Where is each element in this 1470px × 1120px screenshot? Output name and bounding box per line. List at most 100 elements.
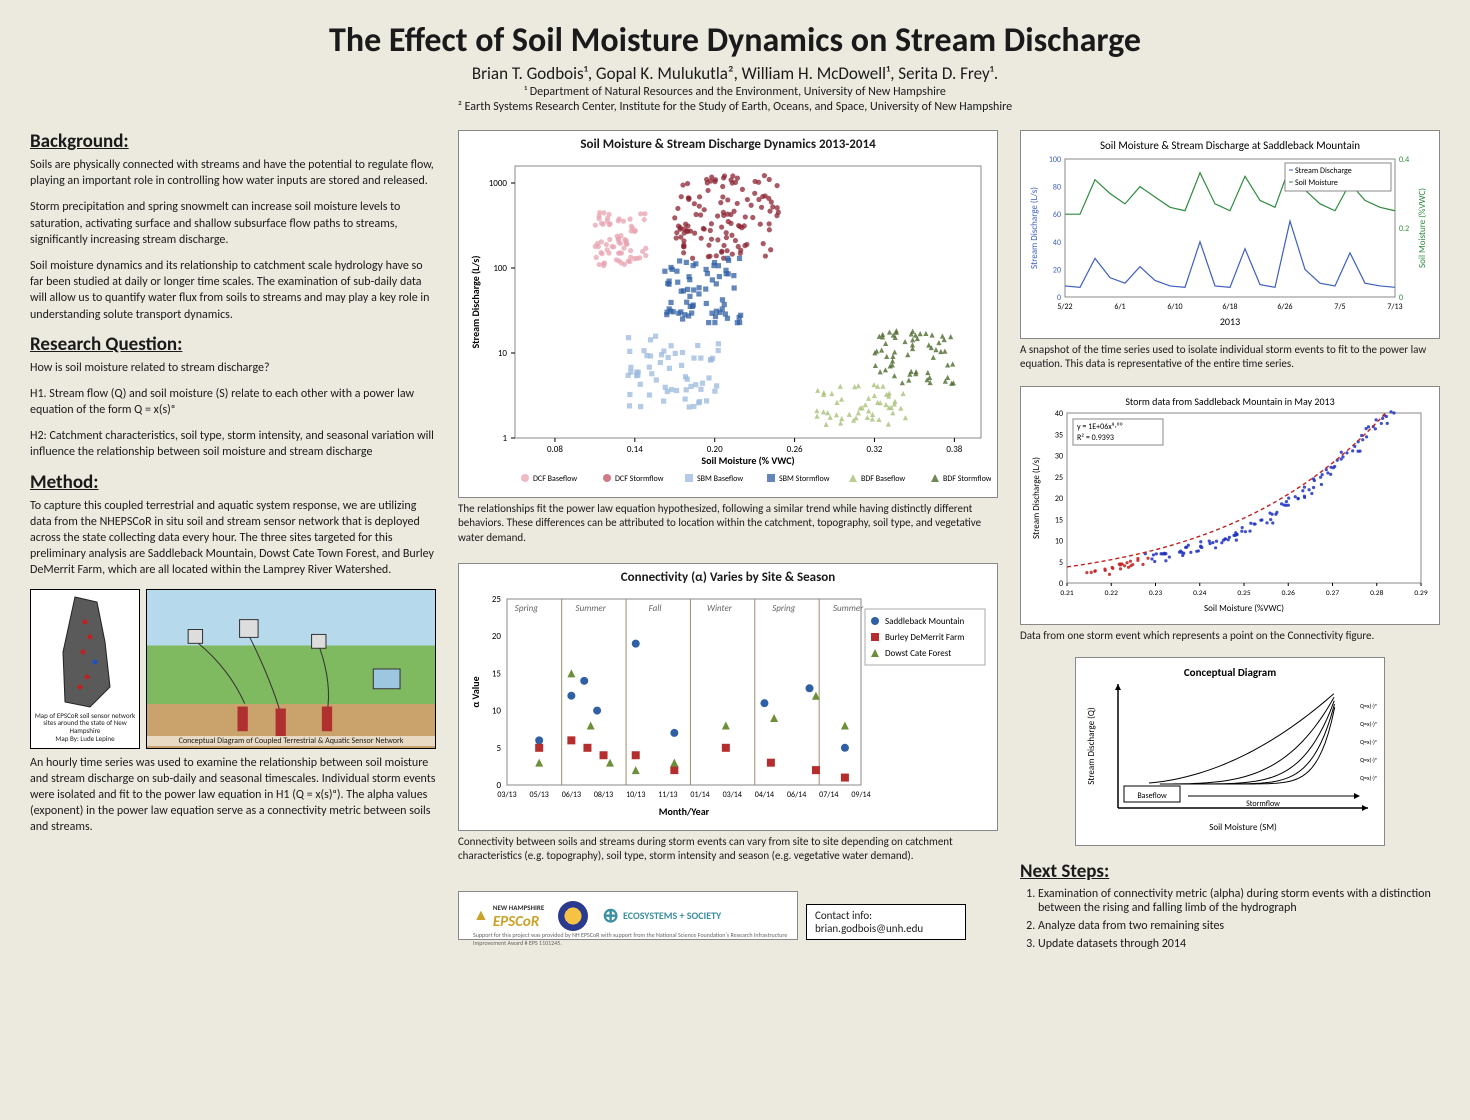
affiliation-1: ¹ Department of Natural Resources and th… <box>30 85 1440 99</box>
hypothesis-1: H1. Stream flow (Q) and soil moisture (S… <box>30 386 436 418</box>
next-step-3: Update datasets through 2014 <box>1038 937 1440 951</box>
svg-text:5: 5 <box>1059 557 1063 567</box>
timeseries-caption: A snapshot of the time series used to is… <box>1020 343 1440 372</box>
right-column: Soil Moisture & Stream Discharge at Sadd… <box>1020 130 1440 955</box>
svg-text:0.23: 0.23 <box>1149 589 1162 598</box>
svg-text:Q=x(·)ᵅ: Q=x(·)ᵅ <box>1360 720 1377 728</box>
svg-text:6/26: 6/26 <box>1277 302 1292 312</box>
svg-text:06/14: 06/14 <box>787 790 806 800</box>
svg-text:09/14: 09/14 <box>851 790 870 800</box>
svg-text:07/14: 07/14 <box>819 790 838 800</box>
svg-text:40: 40 <box>1053 238 1061 248</box>
contact-box: Contact info: brian.godbois@unh.edu <box>806 904 966 940</box>
svg-text:Stream Discharge: Stream Discharge <box>1295 166 1352 176</box>
svg-text:Spring: Spring <box>772 603 795 614</box>
svg-text:20: 20 <box>1055 494 1063 504</box>
alpha-title: Connectivity (α) Varies by Site & Season <box>465 570 991 585</box>
svg-text:15: 15 <box>492 668 502 679</box>
background-heading: Background: <box>30 130 436 153</box>
research-question: How is soil moisture related to stream d… <box>30 360 436 376</box>
svg-text:0.08: 0.08 <box>547 444 563 455</box>
svg-text:0.26: 0.26 <box>1282 589 1295 598</box>
svg-text:BDF Stormflow: BDF Stormflow <box>943 474 991 484</box>
nh-map-figure: Map of EPSCoR soil sensor network sites … <box>30 589 140 749</box>
svg-text:Dowst Cate Forest: Dowst Cate Forest <box>885 648 951 659</box>
svg-text:60: 60 <box>1053 210 1061 220</box>
svg-text:5/22: 5/22 <box>1057 302 1072 312</box>
scatter-chart: 0.080.140.200.260.320.381101001000Soil M… <box>465 156 991 486</box>
background-p2: Storm precipitation and spring snowmelt … <box>30 199 436 248</box>
svg-text:Stream Discharge (L/s): Stream Discharge (L/s) <box>1029 187 1040 269</box>
svg-text:2013: 2013 <box>1220 315 1240 327</box>
svg-text:Stream Discharge (Q): Stream Discharge (Q) <box>1086 707 1097 785</box>
svg-text:0.32: 0.32 <box>867 444 883 455</box>
svg-text:Summer: Summer <box>833 603 864 614</box>
alpha-caption: Connectivity between soils and streams d… <box>458 835 998 864</box>
svg-text:Soil Moisture: Soil Moisture <box>1295 178 1338 188</box>
svg-text:80: 80 <box>1053 183 1061 193</box>
svg-text:6/1: 6/1 <box>1114 302 1125 312</box>
svg-text:DCF Baseflow: DCF Baseflow <box>533 474 577 484</box>
svg-text:0.28: 0.28 <box>1370 589 1383 598</box>
svg-text:03/13: 03/13 <box>497 790 516 800</box>
left-column: Background: Soils are physically connect… <box>30 130 436 955</box>
svg-text:0.38: 0.38 <box>946 444 962 455</box>
svg-text:Q=x(·)ᵅ: Q=x(·)ᵅ <box>1360 702 1377 710</box>
svg-text:15: 15 <box>1055 515 1063 525</box>
poster-title: The Effect of Soil Moisture Dynamics on … <box>30 20 1440 61</box>
timeseries-chart: Soil Moisture & Stream Discharge at Sadd… <box>1027 137 1433 327</box>
title-block: The Effect of Soil Moisture Dynamics on … <box>30 20 1440 114</box>
scatter-figure: Soil Moisture & Stream Discharge Dynamic… <box>458 130 998 498</box>
svg-text:06/13: 06/13 <box>562 790 581 800</box>
svg-text:0.22: 0.22 <box>1105 589 1118 598</box>
support-text: Support for this project was provided by… <box>473 931 793 947</box>
svg-text:6/18: 6/18 <box>1222 302 1237 312</box>
background-p3: Soil moisture dynamics and its relations… <box>30 258 436 323</box>
conceptual-figure: Conceptual Diagram Stream Discharge (Q) So… <box>1075 657 1385 846</box>
svg-text:Soil Moisture (SM): Soil Moisture (SM) <box>1209 822 1277 833</box>
svg-text:04/14: 04/14 <box>755 790 774 800</box>
conceptual-chart: Conceptual Diagram Stream Discharge (Q) So… <box>1082 664 1378 834</box>
svg-text:10: 10 <box>492 705 502 716</box>
svg-text:Q=x(·)ᵅ: Q=x(·)ᵅ <box>1360 756 1377 764</box>
svg-text:Stream Discharge (L/s): Stream Discharge (L/s) <box>1031 456 1042 538</box>
middle-column: Soil Moisture & Stream Discharge Dynamic… <box>458 130 998 955</box>
svg-text:25: 25 <box>492 594 502 605</box>
method-p2: An hourly time series was used to examin… <box>30 755 436 836</box>
svg-text:DCF Stormflow: DCF Stormflow <box>615 474 664 484</box>
svg-text:0.4: 0.4 <box>1399 155 1409 165</box>
research-question-heading: Research Question: <box>30 333 436 356</box>
svg-text:30: 30 <box>1055 451 1063 461</box>
hypothesis-2: H2: Catchment characteristics, soil type… <box>30 428 436 460</box>
storm-caption: Data from one storm event which represen… <box>1020 629 1440 643</box>
svg-text:Soil Moisture (% VWC): Soil Moisture (% VWC) <box>701 454 794 467</box>
svg-text:10: 10 <box>498 348 508 359</box>
svg-text:100: 100 <box>1049 155 1061 165</box>
alpha-chart: 051015202503/1305/1306/1308/1310/1311/13… <box>465 589 991 819</box>
next-step-1: Examination of connectivity metric (alph… <box>1038 887 1440 915</box>
ecosystems-logo: ⊕ECOSYSTEMS + SOCIETY <box>602 903 721 928</box>
scatter-caption: The relationships fit the power law equa… <box>458 502 998 545</box>
svg-text:Conceptual Diagram: Conceptual Diagram <box>1184 666 1276 679</box>
svg-text:Soil Moisture (%VWC): Soil Moisture (%VWC) <box>1204 603 1284 613</box>
svg-text:10: 10 <box>1055 536 1063 546</box>
next-steps-list: Examination of connectivity metric (alph… <box>1020 887 1440 951</box>
svg-text:10/13: 10/13 <box>626 790 645 800</box>
logo-row: ▲ NEW HAMPSHIREEPSCoR ⊕ECOSYSTEMS + SOCI… <box>458 891 998 940</box>
svg-text:20: 20 <box>492 631 502 642</box>
svg-text:Fall: Fall <box>649 603 662 614</box>
authors: Brian T. Godbois¹, Gopal K. Mulukutla², … <box>30 63 1440 84</box>
svg-text:08/13: 08/13 <box>594 790 613 800</box>
svg-text:0.14: 0.14 <box>627 444 643 455</box>
svg-text:0.29: 0.29 <box>1414 589 1427 598</box>
svg-text:0.25: 0.25 <box>1237 589 1250 598</box>
svg-text:Storm data from Saddleback Mou: Storm data from Saddleback Mountain in M… <box>1125 395 1334 408</box>
svg-text:0.21: 0.21 <box>1060 589 1073 598</box>
svg-text:40: 40 <box>1055 409 1063 419</box>
svg-text:0.27: 0.27 <box>1326 589 1339 598</box>
map-caption: Map of EPSCoR soil sensor network sites … <box>33 712 137 735</box>
svg-text:Winter: Winter <box>707 603 733 614</box>
storm-figure: Storm data from Saddleback Mountain in M… <box>1020 386 1440 625</box>
svg-text:20: 20 <box>1053 265 1061 275</box>
svg-text:1: 1 <box>502 433 507 444</box>
